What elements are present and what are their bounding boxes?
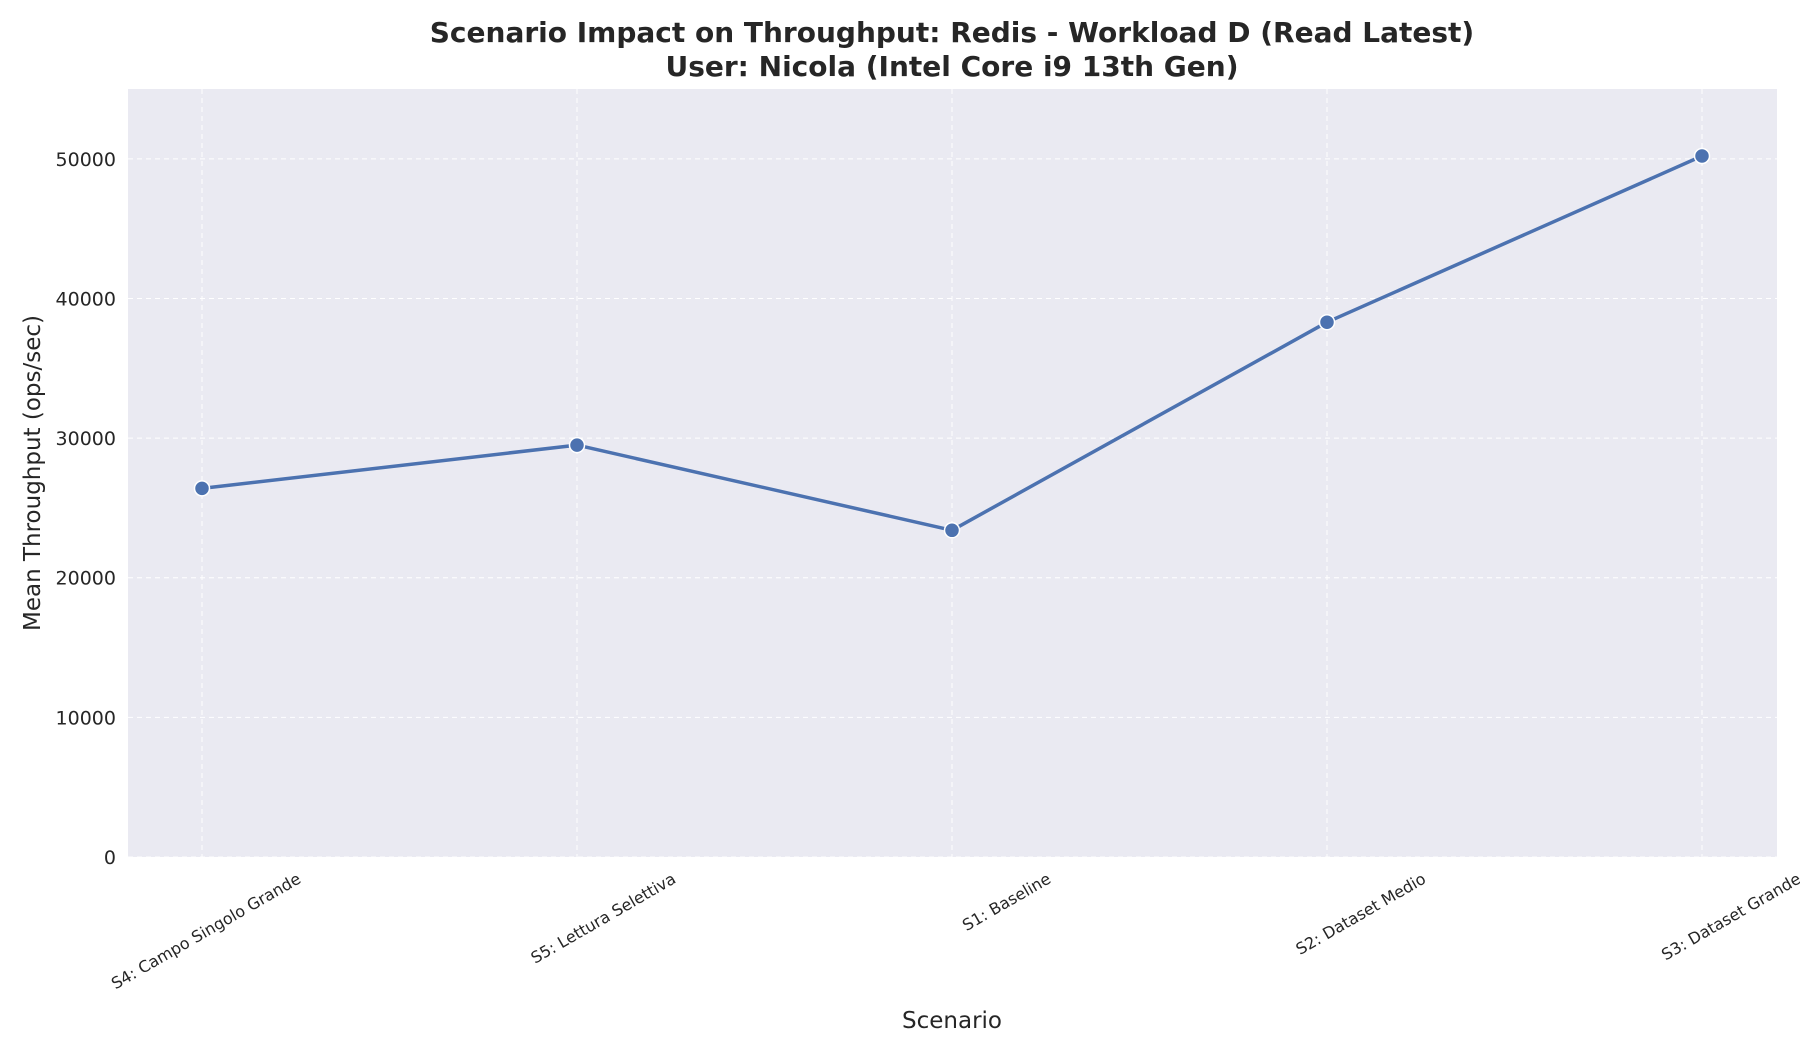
y-tick-label: 10000 xyxy=(56,707,116,729)
chart-subtitle: User: Nicola (Intel Core i9 13th Gen) xyxy=(665,50,1238,83)
x-tick-label: S1: Baseline xyxy=(959,869,1054,935)
x-tick-label: S4: Campo Singolo Grande xyxy=(108,869,304,993)
x-axis-ticks: S4: Campo Singolo Grande S5: Lettura Sele… xyxy=(108,869,1800,993)
data-point xyxy=(943,522,961,539)
x-axis-label: Scenario xyxy=(902,1008,1002,1034)
data-point xyxy=(193,480,211,497)
data-point xyxy=(1693,147,1711,165)
y-tick-label: 20000 xyxy=(56,568,116,590)
y-axis-ticks: 0 10000 20000 30000 40000 50000 xyxy=(56,149,116,869)
series-markers xyxy=(193,147,1711,539)
data-point xyxy=(568,436,586,454)
chart-title: Scenario Impact on Throughput: Redis - W… xyxy=(430,16,1474,49)
x-tick-label: S3: Dataset Grande xyxy=(1658,869,1800,964)
data-point xyxy=(1318,313,1336,331)
x-tick-label: S5: Lettura Selettiva xyxy=(527,869,679,967)
x-tick-label: S2: Dataset Medio xyxy=(1293,869,1429,959)
y-tick-label: 0 xyxy=(104,847,116,869)
y-tick-label: 50000 xyxy=(56,149,116,171)
grid-lines xyxy=(128,89,1777,858)
y-tick-label: 40000 xyxy=(56,288,116,310)
y-axis-label: Mean Throughput (ops/sec) xyxy=(20,315,46,631)
y-tick-label: 30000 xyxy=(56,428,116,450)
